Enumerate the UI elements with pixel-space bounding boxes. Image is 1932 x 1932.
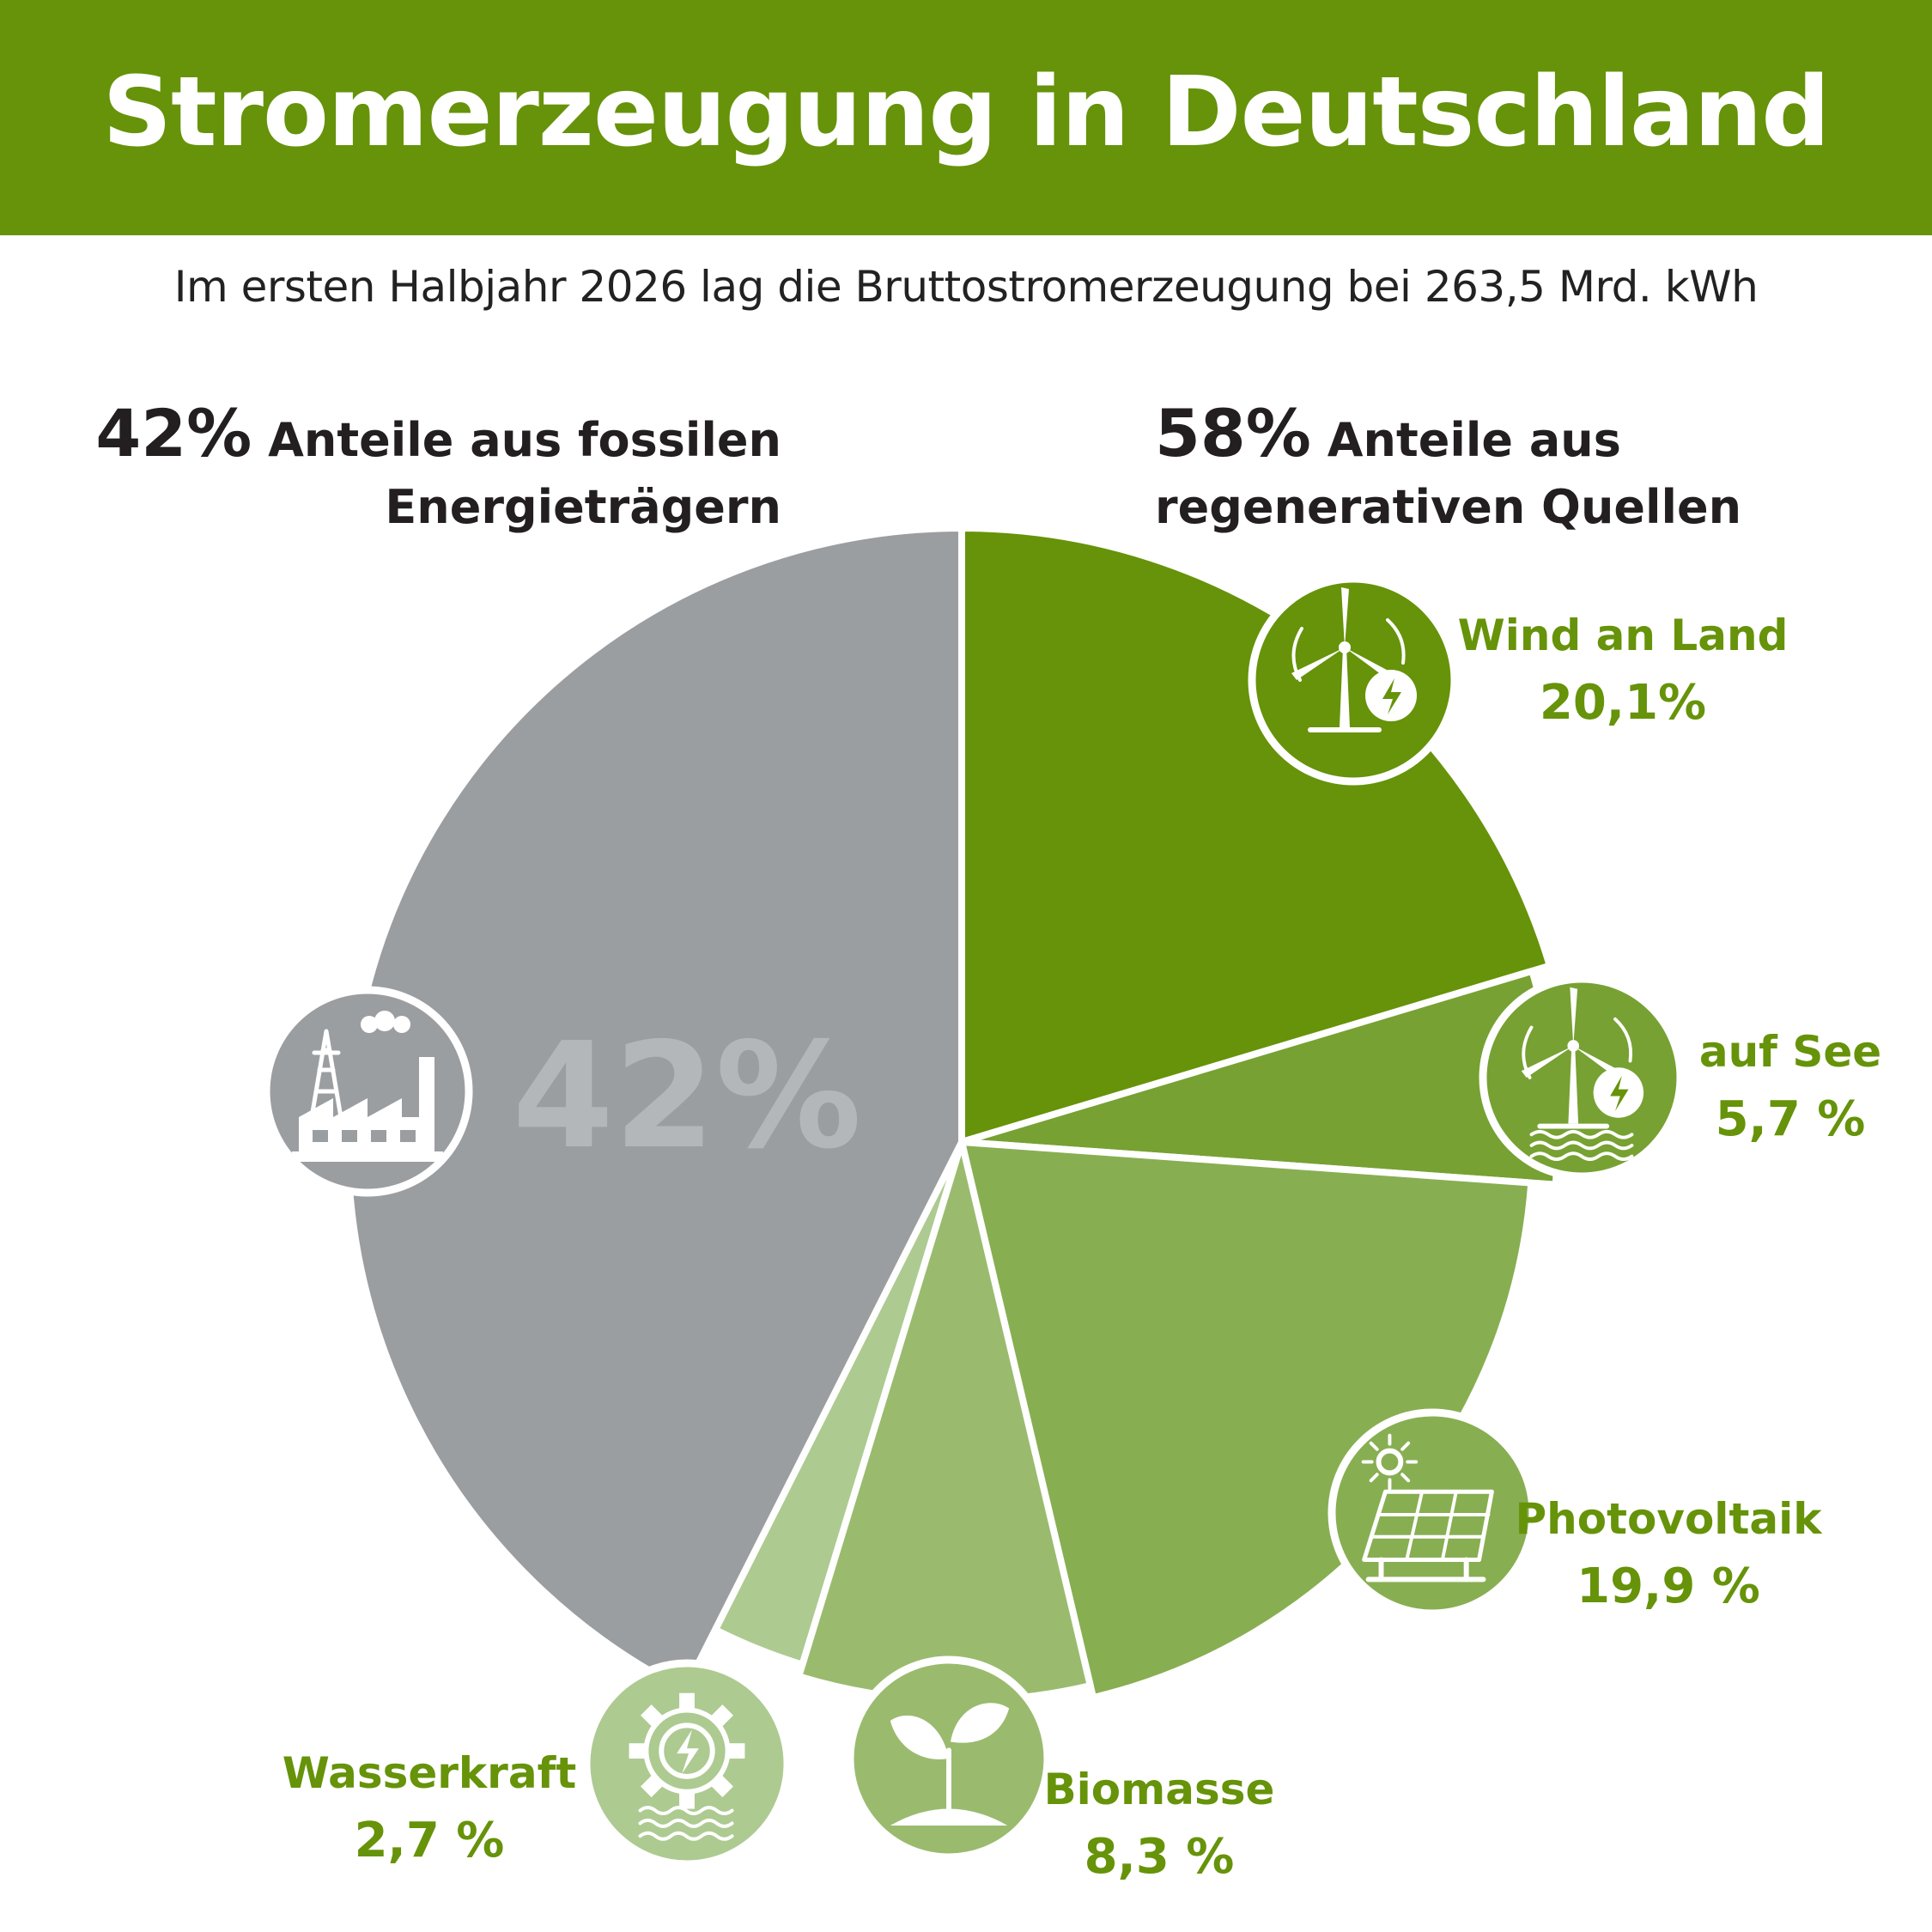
plant-icon xyxy=(846,1656,1052,1862)
factory-icon xyxy=(262,986,473,1197)
fossil-share-text-line1: Anteile aus fossilen xyxy=(268,413,781,467)
slice-name-plant: Biomasse xyxy=(1044,1765,1275,1814)
slice-value-hydro-gear: 2,7 % xyxy=(355,1813,505,1868)
badge-circle xyxy=(1248,574,1459,786)
slice-value-offshore-wind: 5,7 % xyxy=(1716,1091,1866,1147)
slice-value-solar-panel: 19,9 % xyxy=(1577,1558,1760,1614)
header-bar xyxy=(0,0,1932,235)
slice-value-wind-turbine: 20,1% xyxy=(1540,675,1706,731)
renewable-share-text-line2: regenerativen Quellen xyxy=(1155,480,1742,534)
page-title: Stromerzeugung in Deutschland xyxy=(102,57,1831,168)
slice-name-wind-turbine: Wind an Land xyxy=(1458,611,1789,660)
wind-turbine-icon xyxy=(1248,574,1459,786)
offshore-wind-icon xyxy=(1479,975,1685,1181)
subtitle: Im ersten Halbjahr 2026 lag die Bruttost… xyxy=(173,262,1759,312)
fossil-center-label: 42% xyxy=(513,1012,862,1182)
slice-value-plant: 8,3 % xyxy=(1084,1829,1235,1885)
renewable-share-label: 58% Anteile aus regenerativen Quellen xyxy=(1155,400,1859,541)
slice-name-solar-panel: Photovoltaik xyxy=(1516,1494,1824,1544)
solar-panel-icon xyxy=(1327,1408,1537,1618)
hydro-gear-icon xyxy=(582,1659,792,1868)
fossil-share-label: 42% Anteile aus fossilen Energieträgern xyxy=(86,400,781,541)
renewable-share-text-line1: Anteile aus xyxy=(1327,413,1621,467)
fossil-share-text-line2: Energieträgern xyxy=(385,480,781,534)
renewable-share-percent: 58% xyxy=(1155,395,1311,471)
slice-name-offshore-wind: auf See xyxy=(1699,1027,1881,1077)
slice-name-hydro-gear: Wasserkraft xyxy=(283,1748,577,1798)
fossil-share-percent: 42% xyxy=(95,395,252,471)
